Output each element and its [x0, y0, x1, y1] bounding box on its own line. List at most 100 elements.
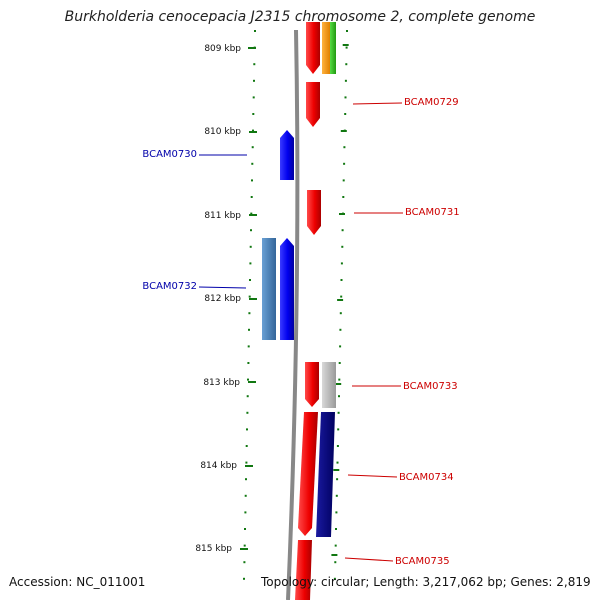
- guide-dot-left: [248, 295, 251, 298]
- guide-dot-left: [244, 528, 246, 530]
- guide-dot-right: [340, 262, 343, 265]
- guide-dot-right: [345, 46, 348, 49]
- gene-label-bcam0735[interactable]: BCAM0735: [395, 556, 450, 567]
- guide-dot-right: [340, 295, 343, 298]
- guide-dot-right: [338, 362, 341, 364]
- guide-dot-left: [253, 79, 255, 82]
- guide-dot-left: [248, 328, 250, 331]
- kbp-label-810: 810 kbp: [204, 127, 241, 137]
- gene-label-bcam0729[interactable]: BCAM0729: [404, 97, 459, 108]
- guide-dot-left: [252, 96, 255, 99]
- guide-dot-left: [246, 428, 248, 431]
- guide-dot-right: [344, 79, 347, 82]
- gene-labels: BCAM0729 BCAM0730 BCAM0731 BCAM0732 BCAM…: [142, 97, 459, 567]
- accession-text: Accession: NC_011001: [9, 575, 146, 589]
- gene-label-bcam0733[interactable]: BCAM0733: [403, 381, 458, 392]
- gene-label-bcam0734[interactable]: BCAM0734: [399, 472, 454, 483]
- leader-bcam0729: [352, 102, 403, 105]
- map-title: Burkholderia cenocepacia J2315 chromosom…: [64, 9, 536, 25]
- guide-dot-right: [333, 577, 336, 580]
- guide-dot-left: [252, 129, 254, 132]
- genome-backbone-arc: [286, 29, 300, 600]
- guide-dot-left: [245, 445, 248, 447]
- kbp-label-814: 814 kbp: [200, 461, 237, 471]
- forward-strand-track: [295, 22, 336, 600]
- guide-dot-right: [336, 461, 339, 464]
- gene-arrow-upstream: [306, 22, 320, 74]
- guide-dot-right: [344, 113, 347, 115]
- guide-dot-left: [247, 378, 249, 381]
- guide-dot-left: [251, 179, 253, 182]
- guide-dot-left: [243, 577, 245, 580]
- guide-dot-right: [336, 478, 339, 481]
- guide-dot-right: [341, 245, 344, 248]
- guide-dot-right: [341, 229, 344, 232]
- navy-feature: [316, 412, 335, 537]
- guide-dot-left: [252, 113, 255, 115]
- guide-dot-left: [250, 196, 253, 198]
- guide-dot-right: [335, 528, 337, 530]
- gene-label-bcam0731[interactable]: BCAM0731: [405, 207, 460, 218]
- guide-dot-left: [244, 494, 247, 497]
- guide-dot-left: [244, 511, 247, 514]
- guide-dot-left: [251, 162, 254, 165]
- leader-bcam0734: [347, 474, 398, 478]
- gene-arrow-bcam0735: [295, 540, 312, 600]
- guide-dot-right: [342, 179, 345, 182]
- topology-summary: Topology: circular; Length: 3,217,062 bp…: [261, 575, 591, 589]
- guide-dot-right: [334, 561, 337, 564]
- guide-dot-left: [251, 146, 254, 149]
- gene-leader-lines: [198, 102, 403, 562]
- guide-dot-left: [246, 411, 249, 414]
- guide-dot-left: [249, 245, 252, 248]
- green-feature: [330, 22, 336, 74]
- guide-dot-right: [336, 445, 339, 447]
- gene-arrow-bcam0734: [298, 412, 318, 536]
- guide-dot-left: [248, 312, 251, 315]
- gene-arrow-bcam0729: [306, 82, 320, 127]
- guide-dot-left: [247, 345, 250, 348]
- kbp-label-815: 815 kbp: [195, 544, 232, 554]
- guide-dot-right: [339, 312, 342, 315]
- guide-dot-right: [335, 494, 338, 497]
- guide-dot-right: [345, 63, 348, 66]
- guide-dot-right: [339, 328, 342, 331]
- grey-feature: [322, 362, 336, 408]
- gene-arrow-bcam0733: [305, 362, 319, 407]
- guide-dot-left: [253, 63, 256, 66]
- gene-label-bcam0730[interactable]: BCAM0730: [142, 149, 197, 160]
- guide-dot-right: [338, 395, 340, 398]
- guide-dot-right: [343, 146, 346, 149]
- gene-arrow-bcam0732: [280, 238, 294, 340]
- leader-bcam0732: [198, 286, 247, 289]
- kbp-scale: 809 kbp 810 kbp 811 kbp 812 kbp 813 kbp …: [195, 44, 257, 554]
- kbp-label-812: 812 kbp: [204, 294, 241, 304]
- inner-tick-marks: [331, 44, 349, 556]
- guide-dot-right: [337, 411, 340, 414]
- kbp-label-809: 809 kbp: [204, 44, 241, 54]
- guide-dot-left: [245, 478, 247, 481]
- guide-dot-left: [250, 212, 253, 215]
- guide-dot-right: [344, 96, 347, 99]
- guide-dot-right: [335, 511, 338, 514]
- gene-arrow-bcam0730: [280, 130, 294, 180]
- dotted-guide-arcs: [243, 30, 348, 580]
- guide-dot-left: [249, 262, 252, 265]
- guide-dot-right: [337, 428, 340, 431]
- kbp-label-813: 813 kbp: [203, 378, 240, 388]
- guide-dot-left: [247, 362, 250, 364]
- steelblue-feature: [262, 238, 276, 340]
- guide-dot-right: [334, 544, 337, 547]
- leader-bcam0735: [344, 557, 394, 562]
- guide-dot-left: [249, 279, 251, 281]
- reverse-strand-track: [262, 130, 294, 340]
- guide-dot-right: [342, 196, 345, 198]
- guide-dot-right: [339, 345, 342, 348]
- guide-dot-left: [246, 395, 249, 398]
- guide-dot-left: [254, 30, 256, 32]
- gene-arrow-bcam0731: [307, 190, 321, 235]
- gene-label-bcam0732[interactable]: BCAM0732: [142, 281, 197, 292]
- guide-dot-left: [250, 229, 252, 232]
- guide-dot-right: [340, 279, 343, 281]
